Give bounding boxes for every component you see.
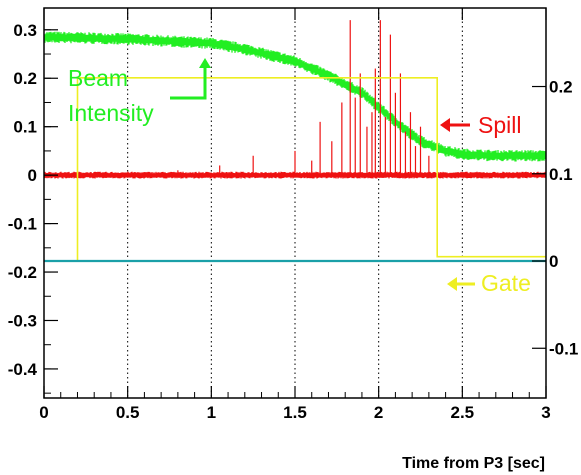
series-layer	[44, 20, 546, 263]
y-left-tick-label: -0.2	[8, 263, 37, 282]
y-left-tick-label: 0	[28, 166, 37, 185]
y-left-tick-label: 0.3	[13, 21, 37, 40]
tick-marks	[43, 8, 547, 398]
y-left-tick-label: -0.3	[8, 311, 37, 330]
annotation-gate: Gate	[481, 270, 531, 296]
y-left-tick-label: -0.4	[8, 360, 38, 379]
annotation-intensity: Intensity	[68, 100, 154, 126]
grid-lines	[127, 8, 463, 398]
beam-intensity-series	[44, 31, 546, 162]
x-tick-label: 1	[207, 403, 216, 422]
y-right-tick-label: -0.1	[549, 339, 578, 358]
y-left-tick-label: 0.1	[13, 118, 37, 137]
y-right-tick-label: 0.2	[549, 78, 573, 97]
spill-arrow-head-icon	[440, 118, 450, 132]
x-tick-label: 0.5	[116, 403, 140, 422]
y-right-tick-label: 0.1	[549, 165, 573, 184]
annotation-beam: Beam	[68, 65, 128, 91]
beam-arrow-icon	[170, 62, 207, 100]
x-tick-label: 3	[541, 403, 550, 422]
x-axis-title: Time from P3 [sec]	[402, 455, 545, 472]
x-tick-label: 0	[39, 403, 48, 422]
annotation-spill: Spill	[478, 112, 521, 138]
x-tick-label: 2	[374, 403, 383, 422]
x-tick-label: 1.5	[283, 403, 307, 422]
y-left-tick-label: 0.2	[13, 69, 37, 88]
beam-arrow-head-icon	[199, 58, 211, 68]
tick-labels: 0 0.5 1 1.5 2 2.5 3 0.3 0.2 0.1 0 -0.1 -0.2 -0.3 -0.4 0…	[8, 21, 579, 422]
y-right-tick-label: 0	[549, 252, 558, 271]
y-left-tick-label: -0.1	[8, 215, 37, 234]
x-tick-label: 2.5	[451, 403, 475, 422]
gate-arrow-head-icon	[447, 277, 457, 291]
